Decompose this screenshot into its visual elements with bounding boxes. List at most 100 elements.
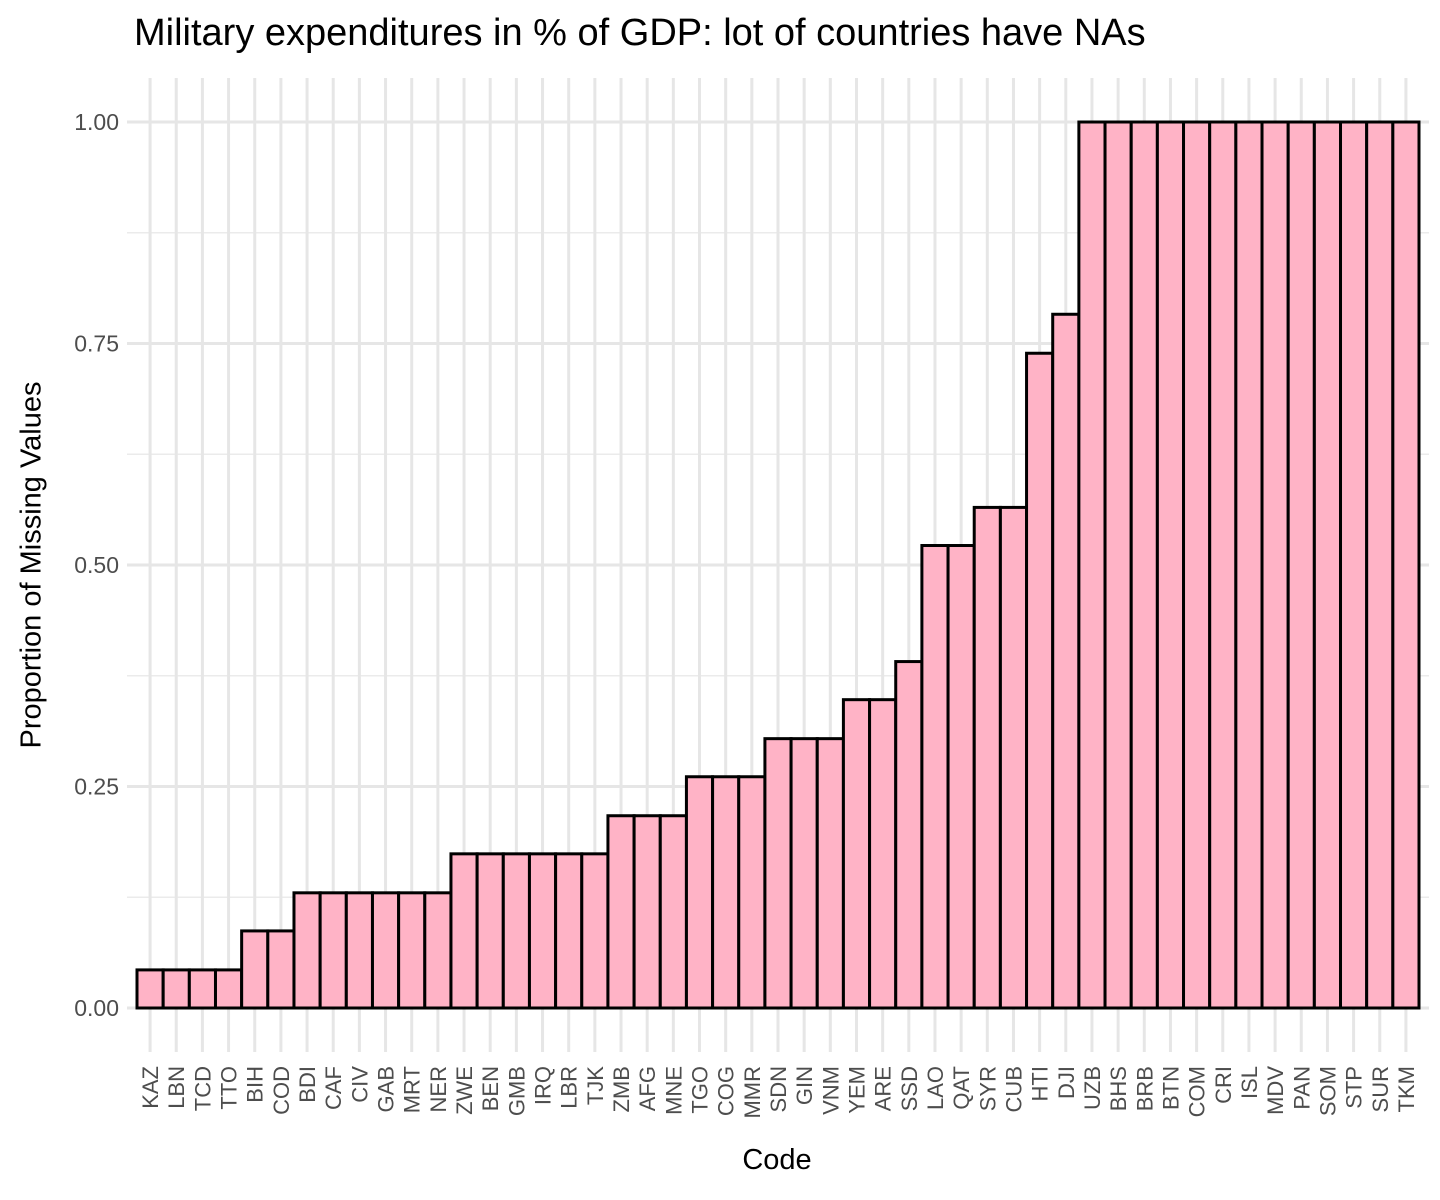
bar-uzb bbox=[1077, 120, 1107, 1010]
bar-gmb bbox=[501, 852, 531, 1010]
bar-lao bbox=[920, 544, 950, 1010]
x-tick-label-lbn: LBN bbox=[164, 1066, 189, 1109]
x-tick-label-sur: SUR bbox=[1368, 1066, 1393, 1112]
bar-tgo bbox=[684, 775, 715, 1010]
bar-zwe bbox=[449, 852, 479, 1010]
bar-btn bbox=[1155, 120, 1186, 1010]
bar-irq bbox=[527, 852, 558, 1010]
bar-bih bbox=[240, 929, 270, 1010]
x-tick-label-hti: HTI bbox=[1028, 1066, 1053, 1101]
x-tick-labels: KAZ LBN TCD TTO BIH COD BDI CAF CIV GAB MRT NER ZWE B… bbox=[138, 1066, 1419, 1119]
bar-gin bbox=[789, 737, 819, 1010]
bar-dji bbox=[1051, 312, 1081, 1010]
x-tick-label-irq: IRQ bbox=[531, 1066, 556, 1105]
bar-kaz bbox=[135, 968, 165, 1010]
bar-ben bbox=[475, 852, 505, 1010]
x-tick-label-mne: MNE bbox=[661, 1066, 686, 1115]
x-tick-label-btn: BTN bbox=[1158, 1066, 1183, 1110]
x-tick-label-vnm: VNM bbox=[818, 1066, 843, 1115]
bar-cub bbox=[998, 505, 1029, 1010]
bar-ner bbox=[423, 891, 453, 1010]
bar-tjk bbox=[580, 852, 610, 1010]
x-tick-label-caf: CAF bbox=[321, 1066, 346, 1110]
x-tick-label-tjk: TJK bbox=[583, 1066, 608, 1105]
bar-cog bbox=[711, 775, 741, 1010]
x-tick-label-isl: ISL bbox=[1237, 1066, 1262, 1099]
bar-hti bbox=[1025, 351, 1055, 1010]
x-tick-label-uzb: UZB bbox=[1080, 1066, 1105, 1110]
x-tick-label-lbr: LBR bbox=[557, 1066, 582, 1109]
x-tick-label-mmr: MMR bbox=[740, 1066, 765, 1119]
x-tick-label-mrt: MRT bbox=[400, 1066, 425, 1113]
bar-mne bbox=[658, 814, 688, 1010]
bar-mmr bbox=[737, 775, 767, 1010]
bar-bhs bbox=[1103, 120, 1133, 1010]
bar-sdn bbox=[763, 737, 793, 1010]
y-tick-label: 0.50 bbox=[74, 552, 119, 578]
bar-isl bbox=[1234, 120, 1264, 1010]
bar-mrt bbox=[397, 891, 427, 1010]
x-tick-label-bih: BIH bbox=[243, 1066, 268, 1103]
y-tick-label: 0.00 bbox=[74, 995, 119, 1021]
bar-yem bbox=[841, 698, 872, 1010]
x-tick-label-zmb: ZMB bbox=[609, 1066, 634, 1112]
x-tick-label-com: COM bbox=[1185, 1066, 1210, 1117]
x-tick-label-mdv: MDV bbox=[1263, 1066, 1288, 1115]
x-tick-label-yem: YEM bbox=[844, 1066, 869, 1114]
bar-bdi bbox=[292, 891, 322, 1010]
y-tick-label: 1.00 bbox=[74, 109, 119, 135]
bar-zmb bbox=[606, 814, 636, 1010]
bar-afg bbox=[632, 814, 662, 1010]
x-tick-label-afg: AFG bbox=[635, 1066, 660, 1111]
chart-title: Military expenditures in % of GDP: lot o… bbox=[134, 12, 1146, 54]
y-tick-label: 0.75 bbox=[74, 331, 119, 357]
x-tick-label-zwe: ZWE bbox=[452, 1066, 477, 1115]
bar-cri bbox=[1208, 120, 1238, 1010]
x-tick-label-bdi: BDI bbox=[295, 1066, 320, 1103]
x-tick-label-stp: STP bbox=[1342, 1066, 1367, 1109]
bar-qat bbox=[946, 544, 976, 1010]
x-tick-label-som: SOM bbox=[1315, 1066, 1340, 1116]
x-tick-label-cub: CUB bbox=[1001, 1066, 1026, 1112]
bar-ssd bbox=[894, 660, 924, 1010]
bar-caf bbox=[318, 891, 348, 1010]
x-tick-label-civ: CIV bbox=[347, 1066, 372, 1103]
bar-com bbox=[1182, 120, 1212, 1010]
bar-brb bbox=[1129, 120, 1159, 1010]
bars bbox=[135, 120, 1421, 1010]
x-tick-label-tto: TTO bbox=[217, 1066, 242, 1110]
bar-stp bbox=[1339, 120, 1369, 1010]
x-tick-label-tgo: TGO bbox=[688, 1066, 713, 1114]
bar-sur bbox=[1365, 120, 1395, 1010]
bar-civ bbox=[344, 891, 374, 1010]
x-tick-label-gin: GIN bbox=[792, 1066, 817, 1105]
x-tick-label-tkm: TKM bbox=[1394, 1066, 1419, 1112]
x-tick-label-gab: GAB bbox=[374, 1066, 399, 1112]
x-tick-label-lao: LAO bbox=[923, 1066, 948, 1110]
x-tick-label-are: ARE bbox=[871, 1066, 896, 1111]
x-tick-label-syr: SYR bbox=[975, 1066, 1000, 1111]
bar-mdv bbox=[1260, 120, 1290, 1010]
x-tick-label-ner: NER bbox=[426, 1066, 451, 1112]
bar-tto bbox=[213, 968, 244, 1010]
x-tick-label-bhs: BHS bbox=[1106, 1066, 1131, 1111]
x-tick-label-cod: COD bbox=[269, 1066, 294, 1115]
bar-pan bbox=[1286, 120, 1316, 1010]
y-tick-labels: 0.00 0.25 0.50 0.75 1.00 bbox=[74, 109, 119, 1021]
x-tick-label-ssd: SSD bbox=[897, 1066, 922, 1111]
x-tick-label-sdn: SDN bbox=[766, 1066, 791, 1112]
bar-tkm bbox=[1391, 120, 1421, 1010]
bar-lbr bbox=[554, 852, 584, 1010]
x-tick-label-qat: QAT bbox=[949, 1066, 974, 1110]
x-tick-label-dji: DJI bbox=[1054, 1066, 1079, 1099]
bar-syr bbox=[972, 505, 1002, 1010]
x-tick-label-pan: PAN bbox=[1289, 1066, 1314, 1110]
x-tick-label-brb: BRB bbox=[1132, 1066, 1157, 1111]
y-tick-label: 0.25 bbox=[74, 774, 119, 800]
bar-gab bbox=[370, 891, 401, 1010]
bar-lbn bbox=[161, 968, 191, 1010]
bar-cod bbox=[266, 929, 296, 1010]
bar-vnm bbox=[815, 737, 845, 1010]
x-tick-label-cri: CRI bbox=[1211, 1066, 1236, 1104]
